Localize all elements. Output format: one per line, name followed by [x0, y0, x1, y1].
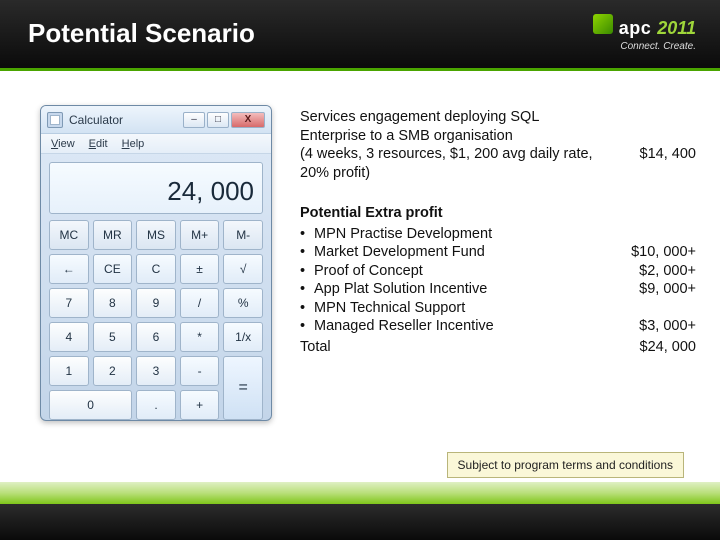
calc-key-m[interactable]: M-	[223, 220, 263, 250]
calc-key-mc[interactable]: MC	[49, 220, 89, 250]
calc-key-0[interactable]: 0	[49, 390, 132, 420]
services-block: Services engagement deploying SQL Enterp…	[300, 108, 696, 182]
bullet-icon: •	[300, 317, 314, 336]
menu-view[interactable]: View	[51, 138, 75, 150]
calc-key-5[interactable]: 5	[93, 322, 133, 352]
calc-key-8[interactable]: 8	[93, 288, 133, 318]
list-item: •Proof of Concept$2, 000+	[300, 262, 696, 281]
bullet-amount: $10, 000+	[612, 243, 696, 262]
calc-key-1[interactable]: 1	[49, 356, 89, 386]
svc-line-3: (4 weeks, 3 resources, $1, 200 avg daily…	[300, 145, 696, 182]
bullet-icon: •	[300, 299, 314, 318]
calc-key-[interactable]: =	[223, 356, 263, 420]
bullet-label: MPN Technical Support	[314, 299, 612, 318]
total-amount: $24, 000	[612, 338, 696, 357]
bullet-icon: •	[300, 225, 314, 244]
brand-row: apc 2011	[593, 14, 696, 39]
header-accent	[0, 68, 720, 71]
calc-key-[interactable]: %	[223, 288, 263, 318]
bullet-label: App Plat Solution Incentive	[314, 280, 612, 299]
bottom-green-band	[0, 482, 720, 504]
brand-logo-icon	[593, 14, 613, 34]
bullet-icon: •	[300, 280, 314, 299]
calc-titlebar: Calculator – □ X	[41, 106, 271, 134]
brand-block: apc 2011 Connect. Create.	[593, 14, 696, 52]
calc-menubar: View Edit Help	[41, 134, 271, 154]
calc-key-1x[interactable]: 1/x	[223, 322, 263, 352]
svc-amount: $14, 400	[640, 145, 696, 182]
total-label: Total	[300, 338, 612, 357]
calc-key-mr[interactable]: MR	[93, 220, 133, 250]
calc-key-[interactable]: ←	[49, 254, 89, 284]
calc-key-[interactable]: .	[136, 390, 176, 420]
calc-key-4[interactable]: 4	[49, 322, 89, 352]
calc-key-[interactable]: *	[180, 322, 220, 352]
calc-key-ms[interactable]: MS	[136, 220, 176, 250]
calc-key-m[interactable]: M+	[180, 220, 220, 250]
brand-tagline: Connect. Create.	[593, 41, 696, 52]
slide-title: Potential Scenario	[28, 18, 255, 49]
svc-line-2: Enterprise to a SMB organisation	[300, 127, 696, 146]
bullet-icon: •	[300, 243, 314, 262]
calc-display: 24, 000	[49, 162, 263, 214]
calculator-window: Calculator – □ X View Edit Help 24, 000 …	[40, 105, 272, 421]
bullet-icon: •	[300, 262, 314, 281]
brand-year: 2011	[657, 18, 696, 39]
menu-edit[interactable]: Edit	[89, 138, 108, 150]
calc-key-[interactable]: +	[180, 390, 220, 420]
calc-key-6[interactable]: 6	[136, 322, 176, 352]
calc-key-[interactable]: /	[180, 288, 220, 318]
list-item: •Market Development Fund$10, 000+	[300, 243, 696, 262]
bullet-amount: $2, 000+	[612, 262, 696, 281]
bullet-amount: $9, 000+	[612, 280, 696, 299]
list-item: •App Plat Solution Incentive$9, 000+	[300, 280, 696, 299]
minimize-button[interactable]: –	[183, 112, 205, 128]
close-button[interactable]: X	[231, 112, 265, 128]
total-row: Total $24, 000	[300, 338, 696, 357]
maximize-button[interactable]: □	[207, 112, 229, 128]
list-item: •Managed Reseller Incentive$3, 000+	[300, 317, 696, 336]
calc-window-title: Calculator	[69, 113, 177, 127]
bullet-label: Managed Reseller Incentive	[314, 317, 612, 336]
calculator-app-icon	[47, 112, 63, 128]
menu-help[interactable]: Help	[122, 138, 145, 150]
content-block: Services engagement deploying SQL Enterp…	[300, 108, 696, 357]
list-item: •MPN Technical Support	[300, 299, 696, 318]
disclaimer-note: Subject to program terms and conditions	[447, 452, 684, 478]
calc-key-7[interactable]: 7	[49, 288, 89, 318]
calc-key-2[interactable]: 2	[93, 356, 133, 386]
bullet-label: Proof of Concept	[314, 262, 612, 281]
calc-key-9[interactable]: 9	[136, 288, 176, 318]
calc-key-[interactable]: √	[223, 254, 263, 284]
extra-profit-title: Potential Extra profit	[300, 204, 696, 223]
calc-key-ce[interactable]: CE	[93, 254, 133, 284]
window-controls: – □ X	[183, 112, 265, 128]
calc-key-[interactable]: ±	[180, 254, 220, 284]
list-item: •MPN Practise Development	[300, 225, 696, 244]
calc-key-[interactable]: -	[180, 356, 220, 386]
svc-detail: (4 weeks, 3 resources, $1, 200 avg daily…	[300, 145, 600, 182]
bottom-dark-strip	[0, 504, 720, 540]
bullet-label: Market Development Fund	[314, 243, 612, 262]
bullet-amount: $3, 000+	[612, 317, 696, 336]
calc-key-c[interactable]: C	[136, 254, 176, 284]
svc-line-1: Services engagement deploying SQL	[300, 108, 696, 127]
calc-keypad: MCMRMSM+M- ←CEC±√ 789/% 456*1/x 123-= 0.+	[41, 220, 271, 421]
bullet-label: MPN Practise Development	[314, 225, 612, 244]
brand-apc: apc	[619, 18, 652, 39]
extra-profit-list: •MPN Practise Development•Market Develop…	[300, 225, 696, 336]
slide-root: Potential Scenario apc 2011 Connect. Cre…	[0, 0, 720, 540]
calc-key-3[interactable]: 3	[136, 356, 176, 386]
